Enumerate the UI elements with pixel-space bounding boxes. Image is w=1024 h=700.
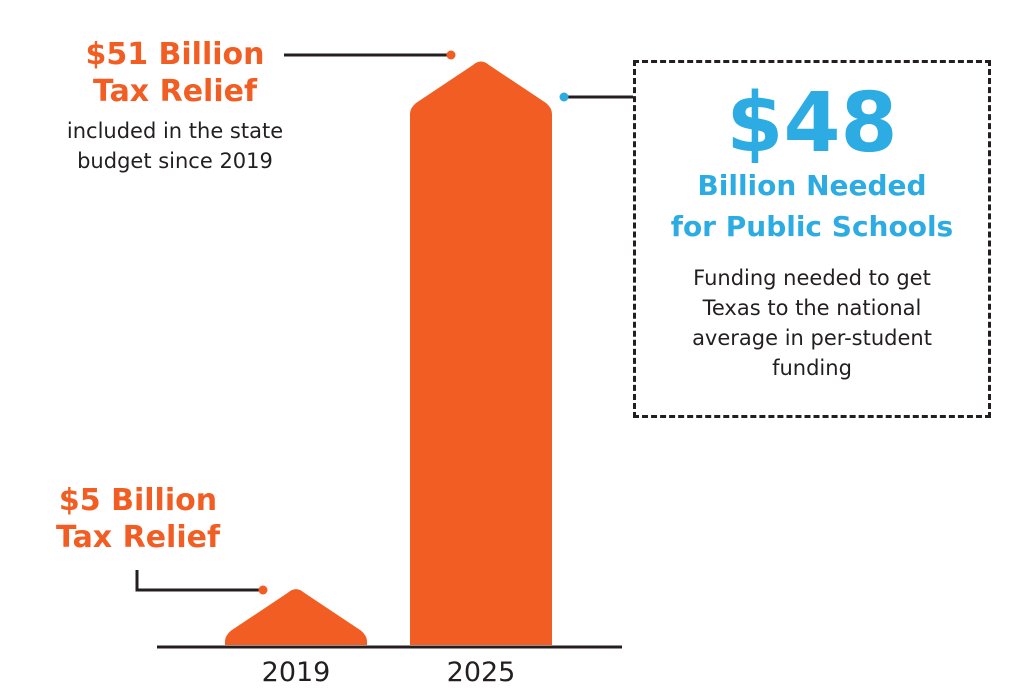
annotation-2019-title-line1: $5 Billion — [58, 483, 218, 518]
schools-note-line4: funding — [772, 356, 852, 380]
tick-label-2019: 2019 — [261, 657, 331, 688]
schools-note-line2: Texas to the national — [702, 296, 922, 320]
connector-2019-dot — [258, 585, 268, 595]
bar-2025 — [410, 61, 552, 645]
annotation-2025-note-line2: budget since 2019 — [77, 149, 273, 173]
annotation-2025: $51 Billion Tax Relief included in the s… — [50, 36, 300, 176]
connector-2025-dot — [446, 50, 456, 60]
connector-2019 — [135, 570, 263, 592]
annotation-2019-title-line2: Tax Relief — [55, 520, 221, 555]
bar-2019 — [225, 589, 367, 645]
tick-label-2025: 2025 — [446, 657, 516, 688]
schools-title-line1: Billion Needed — [697, 169, 927, 202]
schools-amount: $48 — [726, 76, 898, 171]
schools-title-line2: for Public Schools — [670, 210, 954, 243]
schools-note-line1: Funding needed to get — [693, 266, 931, 290]
annotation-2025-title-line1: $51 Billion — [85, 37, 265, 72]
annotation-2025-note-line1: included in the state — [66, 119, 284, 143]
schools-note: Funding needed to get Texas to the natio… — [633, 263, 991, 383]
schools-callout-box: $48 Billion Needed for Public Schools Fu… — [633, 60, 991, 418]
schools-note-line3: average in per-student — [692, 326, 932, 350]
annotation-2019: $5 Billion Tax Relief — [28, 482, 248, 556]
annotation-2025-title-line2: Tax Relief — [92, 74, 258, 109]
connector-schools-dot — [559, 92, 569, 102]
